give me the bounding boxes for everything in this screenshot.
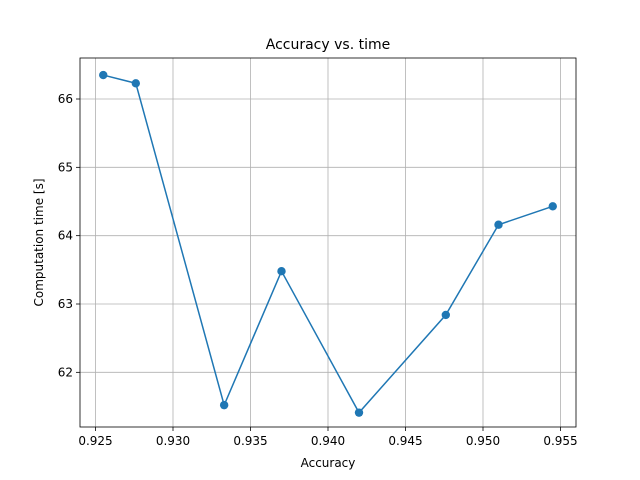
data-point <box>441 310 450 320</box>
series-line <box>103 74 553 414</box>
y-tick-label: 66 <box>58 92 73 106</box>
y-axis-label: Computation time [s] <box>32 178 46 306</box>
y-tick-label: 62 <box>58 365 73 379</box>
y-tick-label: 64 <box>58 229 73 243</box>
data-point <box>277 267 286 276</box>
x-tick-label: 0.955 <box>543 434 577 448</box>
grid <box>80 58 576 427</box>
data-point <box>99 70 108 80</box>
x-axis-label: Accuracy <box>301 456 356 470</box>
y-tick-label: 65 <box>58 160 73 174</box>
data-point <box>219 400 229 410</box>
x-tick-label: 0.925 <box>78 434 112 448</box>
data-point <box>494 220 503 229</box>
x-tick-label: 0.935 <box>233 434 267 448</box>
axis-ticks: 0.925 0.930 0.935 0.940 0.945 0.950 0.955 62 63 6… <box>58 92 578 448</box>
data-point <box>131 79 140 88</box>
data-point <box>354 408 364 417</box>
x-tick-label: 0.940 <box>311 434 345 448</box>
data-point <box>548 202 557 211</box>
y-tick-label: 63 <box>58 297 73 311</box>
data-points <box>99 70 557 417</box>
series-line-layer <box>103 74 553 414</box>
x-tick-label: 0.945 <box>388 434 422 448</box>
chart-title: Accuracy vs. time <box>266 37 390 53</box>
x-tick-label: 0.930 <box>156 434 190 448</box>
x-tick-label: 0.950 <box>466 434 500 448</box>
